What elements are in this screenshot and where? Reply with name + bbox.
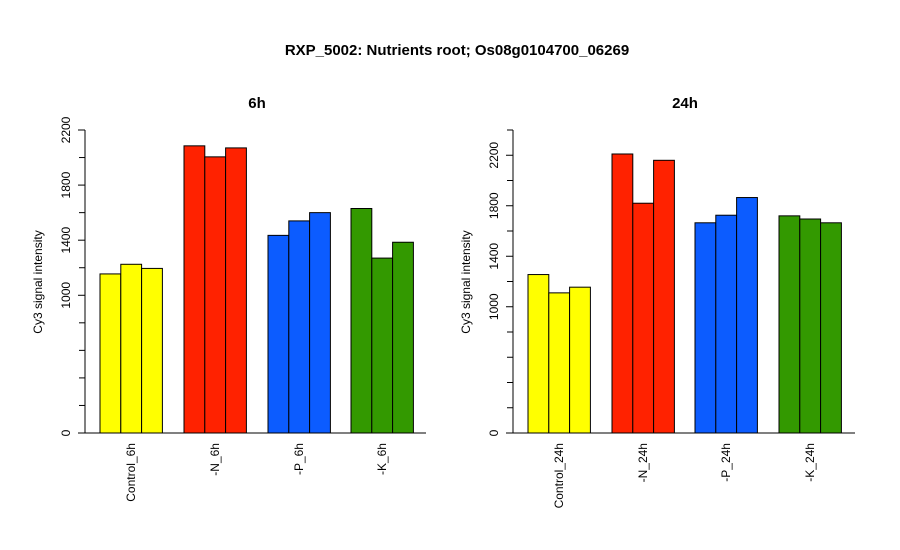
bar [548,292,571,434]
panel-24h: 24h Cy3 signal intensity 0 1000 1400 1800 2200… [459,95,855,508]
y-tick-label: 2200 [487,142,501,169]
y-tick-label: 1800 [59,171,73,198]
bar [350,208,373,434]
chart-main-title: RXP_5002: Nutrients root; Os08g0104700_0… [285,42,629,59]
y-tick-label: 1400 [59,227,73,254]
bar [392,241,414,434]
y-tick-label: 1400 [487,243,501,270]
bar [632,202,655,434]
y-tick-label: 1000 [487,293,501,320]
bar [99,273,122,434]
bar [569,286,591,434]
y-axis-label: Cy3 signal intensity [31,230,45,333]
bar [820,222,842,434]
panel-title: 6h [248,95,266,112]
y-tick-label: 0 [59,429,73,436]
bar [309,212,331,434]
bar [141,267,163,434]
category-label: Control_24h [552,443,566,508]
category-label: -K_24h [803,443,817,482]
bar [288,220,311,434]
bar [653,159,675,434]
bar [267,234,290,434]
bar [778,215,801,434]
bar [120,263,143,434]
bar [799,218,822,434]
panel-title: 24h [672,95,698,112]
bar [371,257,394,434]
bar [694,222,717,434]
category-label: -P_6h [292,443,306,475]
bar [715,214,738,434]
bar [225,147,247,434]
bar [736,197,758,434]
category-label: -P_24h [719,443,733,482]
category-label: Control_6h [124,443,138,502]
bar [183,145,206,434]
category-label: -N_24h [636,443,650,482]
y-axis-label: Cy3 signal intensity [459,230,473,333]
y-tick-label: 1000 [59,282,73,309]
bar [527,274,550,434]
category-label: -K_6h [375,443,389,475]
bar [204,156,227,434]
panel-6h: 6h Cy3 signal intensity 0 1000 1400 1800 2200 C… [31,95,426,502]
category-label: -N_6h [208,443,222,476]
y-tick-label: 0 [487,429,501,436]
bar [611,153,634,434]
y-tick-label: 2200 [59,116,73,143]
y-tick-label: 1800 [487,192,501,219]
